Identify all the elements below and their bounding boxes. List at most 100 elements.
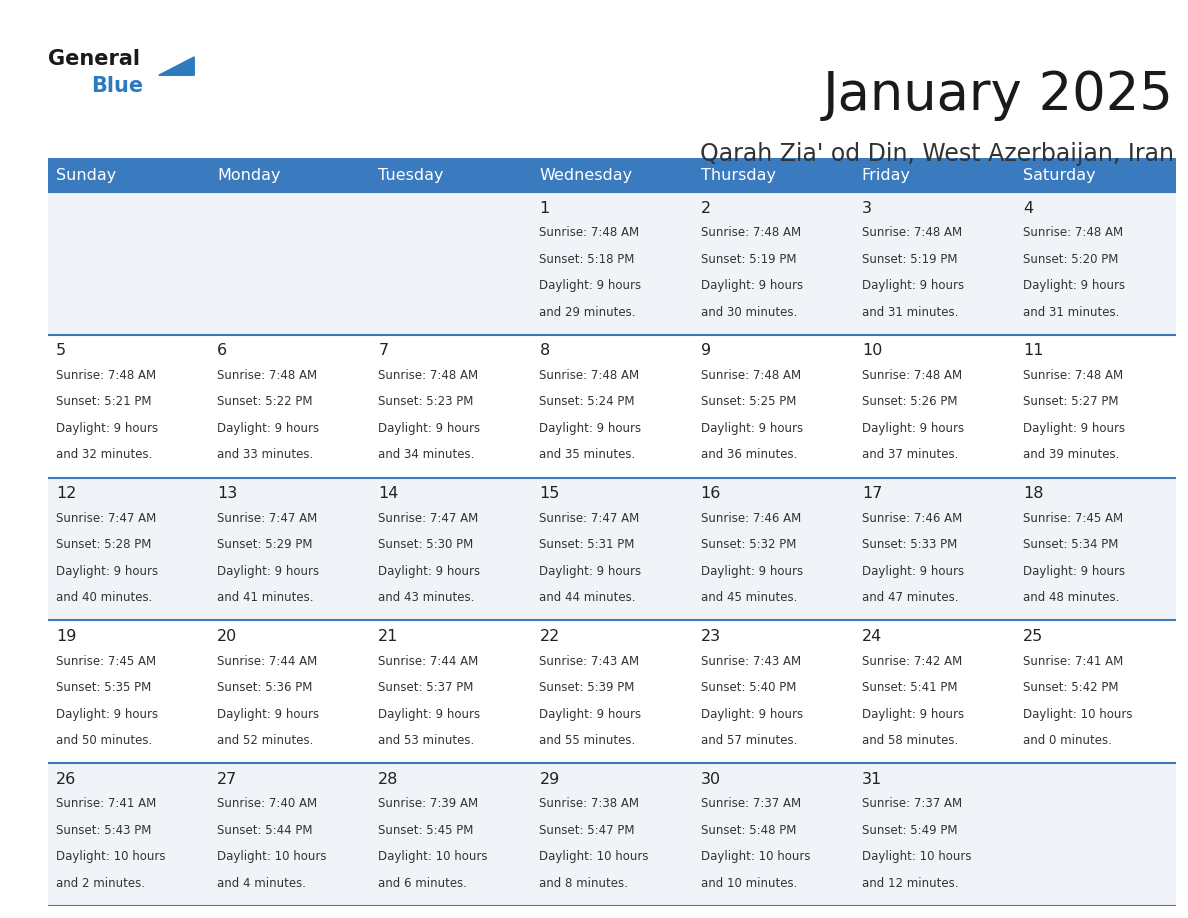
Text: 22: 22 (539, 629, 560, 644)
Bar (854, 621, 1015, 763)
Text: 1: 1 (539, 200, 550, 216)
Text: Sunrise: 7:43 AM: Sunrise: 7:43 AM (539, 655, 639, 667)
Text: Sunrise: 7:45 AM: Sunrise: 7:45 AM (1023, 512, 1123, 525)
Text: Sunday: Sunday (56, 167, 116, 183)
Text: 14: 14 (378, 487, 399, 501)
Bar (371, 192, 531, 335)
Text: 17: 17 (861, 487, 883, 501)
Text: Daylight: 9 hours: Daylight: 9 hours (701, 279, 803, 292)
Text: Daylight: 9 hours: Daylight: 9 hours (378, 708, 480, 721)
Text: and 55 minutes.: and 55 minutes. (539, 733, 636, 747)
Text: 12: 12 (56, 487, 76, 501)
Text: Daylight: 9 hours: Daylight: 9 hours (378, 565, 480, 577)
Text: Tuesday: Tuesday (378, 167, 444, 183)
Text: Sunset: 5:25 PM: Sunset: 5:25 PM (701, 396, 796, 409)
Text: Daylight: 10 hours: Daylight: 10 hours (1023, 708, 1132, 721)
Text: 31: 31 (861, 772, 881, 787)
Text: Daylight: 9 hours: Daylight: 9 hours (378, 422, 480, 435)
Text: 20: 20 (217, 629, 238, 644)
Text: Sunrise: 7:46 AM: Sunrise: 7:46 AM (861, 512, 962, 525)
Text: Saturday: Saturday (1023, 167, 1095, 183)
Text: and 34 minutes.: and 34 minutes. (378, 448, 475, 462)
Text: Sunset: 5:36 PM: Sunset: 5:36 PM (217, 681, 312, 694)
Text: Sunset: 5:32 PM: Sunset: 5:32 PM (701, 538, 796, 552)
Text: Qarah Zia' od Din, West Azerbaijan, Iran: Qarah Zia' od Din, West Azerbaijan, Iran (700, 142, 1174, 166)
Text: Sunrise: 7:47 AM: Sunrise: 7:47 AM (217, 512, 317, 525)
Text: and 37 minutes.: and 37 minutes. (861, 448, 959, 462)
Bar (1015, 621, 1176, 763)
Text: 9: 9 (701, 343, 710, 358)
Text: Sunrise: 7:48 AM: Sunrise: 7:48 AM (1023, 226, 1123, 240)
Text: Sunset: 5:44 PM: Sunset: 5:44 PM (217, 823, 312, 837)
Bar (1015, 158, 1176, 192)
Text: Sunset: 5:49 PM: Sunset: 5:49 PM (861, 823, 958, 837)
Text: and 8 minutes.: and 8 minutes. (539, 877, 628, 890)
Text: Thursday: Thursday (701, 167, 776, 183)
Text: Sunset: 5:37 PM: Sunset: 5:37 PM (378, 681, 474, 694)
Text: 27: 27 (217, 772, 238, 787)
Text: and 29 minutes.: and 29 minutes. (539, 306, 636, 319)
Text: Sunrise: 7:42 AM: Sunrise: 7:42 AM (861, 655, 962, 667)
Text: Sunset: 5:19 PM: Sunset: 5:19 PM (861, 252, 958, 265)
Bar (1015, 192, 1176, 335)
Text: Sunset: 5:18 PM: Sunset: 5:18 PM (539, 252, 634, 265)
Text: Sunrise: 7:48 AM: Sunrise: 7:48 AM (861, 226, 962, 240)
Bar (531, 335, 693, 477)
Text: Sunrise: 7:41 AM: Sunrise: 7:41 AM (56, 798, 157, 811)
Text: and 41 minutes.: and 41 minutes. (217, 591, 314, 604)
Bar (371, 621, 531, 763)
Text: Sunrise: 7:38 AM: Sunrise: 7:38 AM (539, 798, 639, 811)
Text: 26: 26 (56, 772, 76, 787)
Bar (371, 335, 531, 477)
Bar (48, 158, 209, 192)
Text: and 36 minutes.: and 36 minutes. (701, 448, 797, 462)
Text: Sunrise: 7:48 AM: Sunrise: 7:48 AM (701, 226, 801, 240)
Text: Sunrise: 7:47 AM: Sunrise: 7:47 AM (56, 512, 157, 525)
Text: 3: 3 (861, 200, 872, 216)
Text: Sunrise: 7:48 AM: Sunrise: 7:48 AM (539, 226, 639, 240)
Text: 18: 18 (1023, 487, 1043, 501)
Text: 19: 19 (56, 629, 76, 644)
Text: Sunset: 5:40 PM: Sunset: 5:40 PM (701, 681, 796, 694)
Bar (209, 335, 371, 477)
Text: Sunset: 5:24 PM: Sunset: 5:24 PM (539, 396, 634, 409)
Polygon shape (159, 57, 195, 75)
Text: Sunrise: 7:48 AM: Sunrise: 7:48 AM (1023, 369, 1123, 382)
Text: Sunset: 5:23 PM: Sunset: 5:23 PM (378, 396, 474, 409)
Text: General: General (48, 49, 139, 69)
Bar (209, 621, 371, 763)
Text: Daylight: 10 hours: Daylight: 10 hours (217, 850, 327, 863)
Text: Daylight: 9 hours: Daylight: 9 hours (1023, 422, 1125, 435)
Text: Sunset: 5:33 PM: Sunset: 5:33 PM (861, 538, 958, 552)
Bar (854, 477, 1015, 621)
Text: 10: 10 (861, 343, 883, 358)
Text: and 40 minutes.: and 40 minutes. (56, 591, 152, 604)
Text: 11: 11 (1023, 343, 1043, 358)
Text: Sunrise: 7:45 AM: Sunrise: 7:45 AM (56, 655, 156, 667)
Text: Daylight: 9 hours: Daylight: 9 hours (56, 422, 158, 435)
Text: Sunset: 5:43 PM: Sunset: 5:43 PM (56, 823, 151, 837)
Text: Daylight: 9 hours: Daylight: 9 hours (1023, 565, 1125, 577)
Text: Sunset: 5:47 PM: Sunset: 5:47 PM (539, 823, 634, 837)
Bar (209, 192, 371, 335)
Bar (48, 621, 209, 763)
Text: and 12 minutes.: and 12 minutes. (861, 877, 959, 890)
Text: Daylight: 10 hours: Daylight: 10 hours (378, 850, 488, 863)
Bar (371, 763, 531, 906)
Text: Sunset: 5:21 PM: Sunset: 5:21 PM (56, 396, 152, 409)
Bar (1015, 477, 1176, 621)
Bar (693, 763, 854, 906)
Bar (48, 335, 209, 477)
Text: 29: 29 (539, 772, 560, 787)
Text: 25: 25 (1023, 629, 1043, 644)
Text: 5: 5 (56, 343, 67, 358)
Text: Sunrise: 7:48 AM: Sunrise: 7:48 AM (378, 369, 479, 382)
Bar (854, 335, 1015, 477)
Text: Sunset: 5:22 PM: Sunset: 5:22 PM (217, 396, 312, 409)
Text: Daylight: 9 hours: Daylight: 9 hours (701, 422, 803, 435)
Text: and 45 minutes.: and 45 minutes. (701, 591, 797, 604)
Text: 23: 23 (701, 629, 721, 644)
Text: and 31 minutes.: and 31 minutes. (861, 306, 959, 319)
Text: Daylight: 9 hours: Daylight: 9 hours (701, 565, 803, 577)
Text: and 6 minutes.: and 6 minutes. (378, 877, 467, 890)
